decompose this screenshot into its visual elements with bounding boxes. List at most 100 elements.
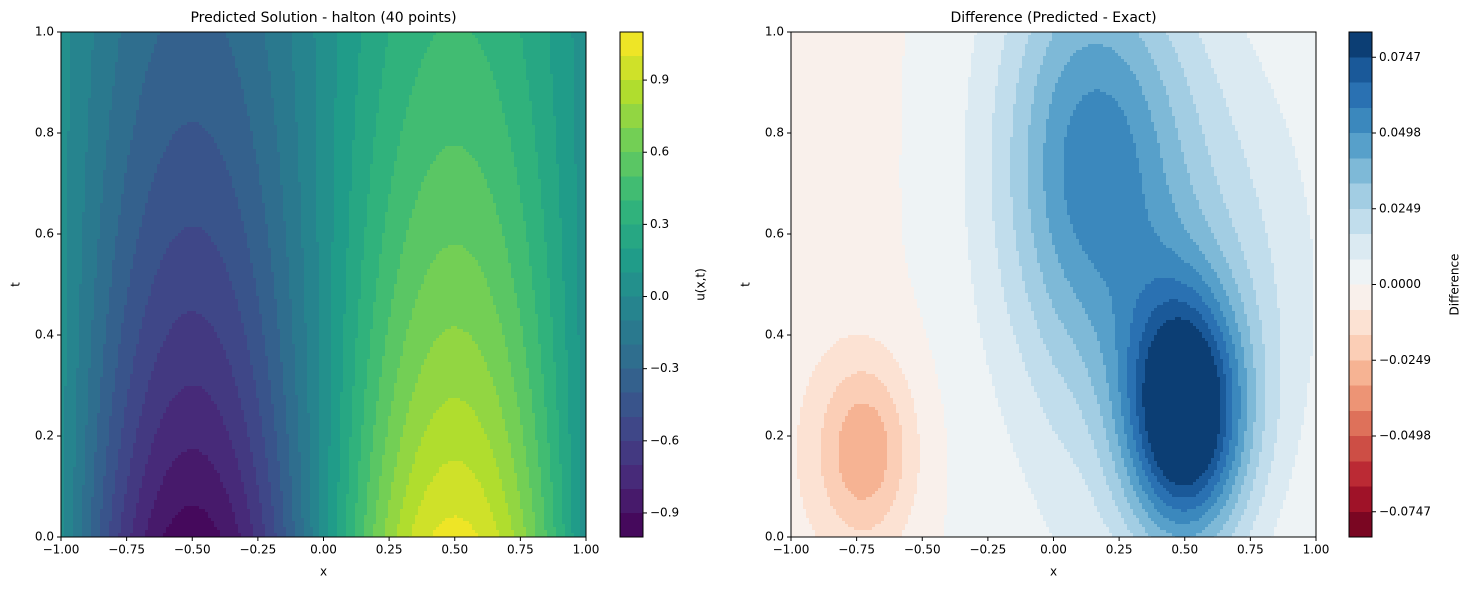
contour-cell: [343, 380, 355, 383]
contour-cell: [1049, 110, 1073, 113]
contour-cell: [298, 134, 316, 137]
contour-cell: [127, 392, 145, 395]
contour-cell: [253, 533, 265, 536]
contour-cell: [1028, 38, 1052, 41]
contour-cell: [397, 452, 415, 455]
contour-cell: [319, 344, 331, 347]
contour-cell: [67, 134, 88, 137]
contour-cell: [268, 56, 292, 59]
contour-cell: [301, 473, 310, 476]
contour-cell: [556, 401, 568, 404]
contour-cell: [295, 113, 316, 116]
contour-cell: [511, 449, 526, 452]
contour-cell: [439, 407, 472, 410]
contour-cell: [277, 128, 298, 131]
contour-cell: [136, 437, 154, 440]
contour-cell: [902, 116, 965, 119]
contour-cell: [166, 410, 220, 413]
contour-cell: [85, 479, 94, 482]
contour-cell: [97, 413, 112, 416]
contour-cell: [328, 458, 340, 461]
contour-cell: [61, 188, 67, 191]
contour-cell: [517, 173, 538, 176]
contour-cell: [1022, 56, 1043, 59]
contour-cell: [130, 377, 151, 380]
contour-cell: [310, 437, 319, 440]
contour-cell: [1118, 53, 1151, 56]
contour-cell: [541, 362, 556, 365]
contour-cell: [250, 257, 271, 260]
contour-cell: [388, 35, 433, 38]
contour-cell: [298, 128, 316, 131]
contour-cell: [1262, 68, 1316, 71]
contour-cell: [163, 254, 220, 257]
contour-cell: [175, 515, 208, 518]
contour-cell: [571, 452, 580, 455]
contour-cell: [346, 296, 361, 299]
contour-cell: [971, 71, 998, 74]
contour-cell: [902, 92, 968, 95]
contour-cell: [301, 491, 310, 494]
contour-cell: [310, 494, 319, 497]
contour-cell: [364, 392, 379, 395]
contour-cell: [517, 401, 532, 404]
contour-cell: [61, 362, 67, 365]
contour-cell: [217, 335, 247, 338]
contour-cell: [253, 275, 274, 278]
contour-cell: [271, 89, 295, 92]
contour-cell: [310, 470, 319, 473]
contour-cell: [109, 524, 121, 527]
contour-cell: [361, 275, 379, 278]
contour-cell: [271, 497, 283, 500]
contour-cell: [547, 416, 559, 419]
contour-cell: [436, 527, 472, 530]
contour-cell: [106, 452, 118, 455]
contour-cell: [538, 458, 550, 461]
contour-cell: [403, 350, 430, 353]
contour-cell: [223, 260, 250, 263]
contour-cell: [67, 155, 85, 158]
contour-cell: [427, 428, 484, 431]
contour-cell: [307, 356, 319, 359]
contour-cell: [370, 464, 382, 467]
contour-cell: [370, 335, 385, 338]
contour-cell: [337, 41, 361, 44]
contour-cell: [310, 446, 319, 449]
x-tick-label: −0.75: [108, 543, 145, 557]
contour-cell: [127, 398, 145, 401]
contour-cell: [418, 449, 493, 452]
contour-cell: [574, 86, 586, 89]
contour-cell: [238, 464, 253, 467]
contour-cell: [298, 431, 310, 434]
contour-cell: [79, 308, 94, 311]
contour-cell: [253, 464, 268, 467]
contour-cell: [331, 287, 346, 290]
contour-cell: [67, 185, 85, 188]
contour-cell: [91, 80, 115, 83]
contour-cell: [487, 284, 514, 287]
contour-cell: [1124, 110, 1151, 113]
contour-cell: [307, 374, 319, 377]
contour-cell: [67, 374, 76, 377]
contour-cell: [130, 461, 148, 464]
contour-cell: [577, 287, 586, 290]
contour-cell: [385, 524, 397, 527]
contour-cell: [91, 74, 115, 77]
contour-cell: [376, 410, 391, 413]
contour-cell: [436, 257, 475, 260]
contour-cell: [905, 53, 971, 56]
contour-cell: [301, 227, 316, 230]
contour-cell: [94, 470, 106, 473]
contour-cell: [97, 242, 115, 245]
contour-cell: [283, 497, 292, 500]
contour-cell: [355, 125, 376, 128]
contour-cell: [448, 398, 460, 401]
contour-cell: [310, 428, 319, 431]
contour-cell: [247, 338, 265, 341]
contour-cell: [277, 431, 286, 434]
contour-cell: [301, 452, 310, 455]
contour-cell: [385, 350, 403, 353]
contour-cell: [490, 290, 514, 293]
contour-cell: [301, 230, 316, 233]
contour-cell: [565, 533, 574, 536]
